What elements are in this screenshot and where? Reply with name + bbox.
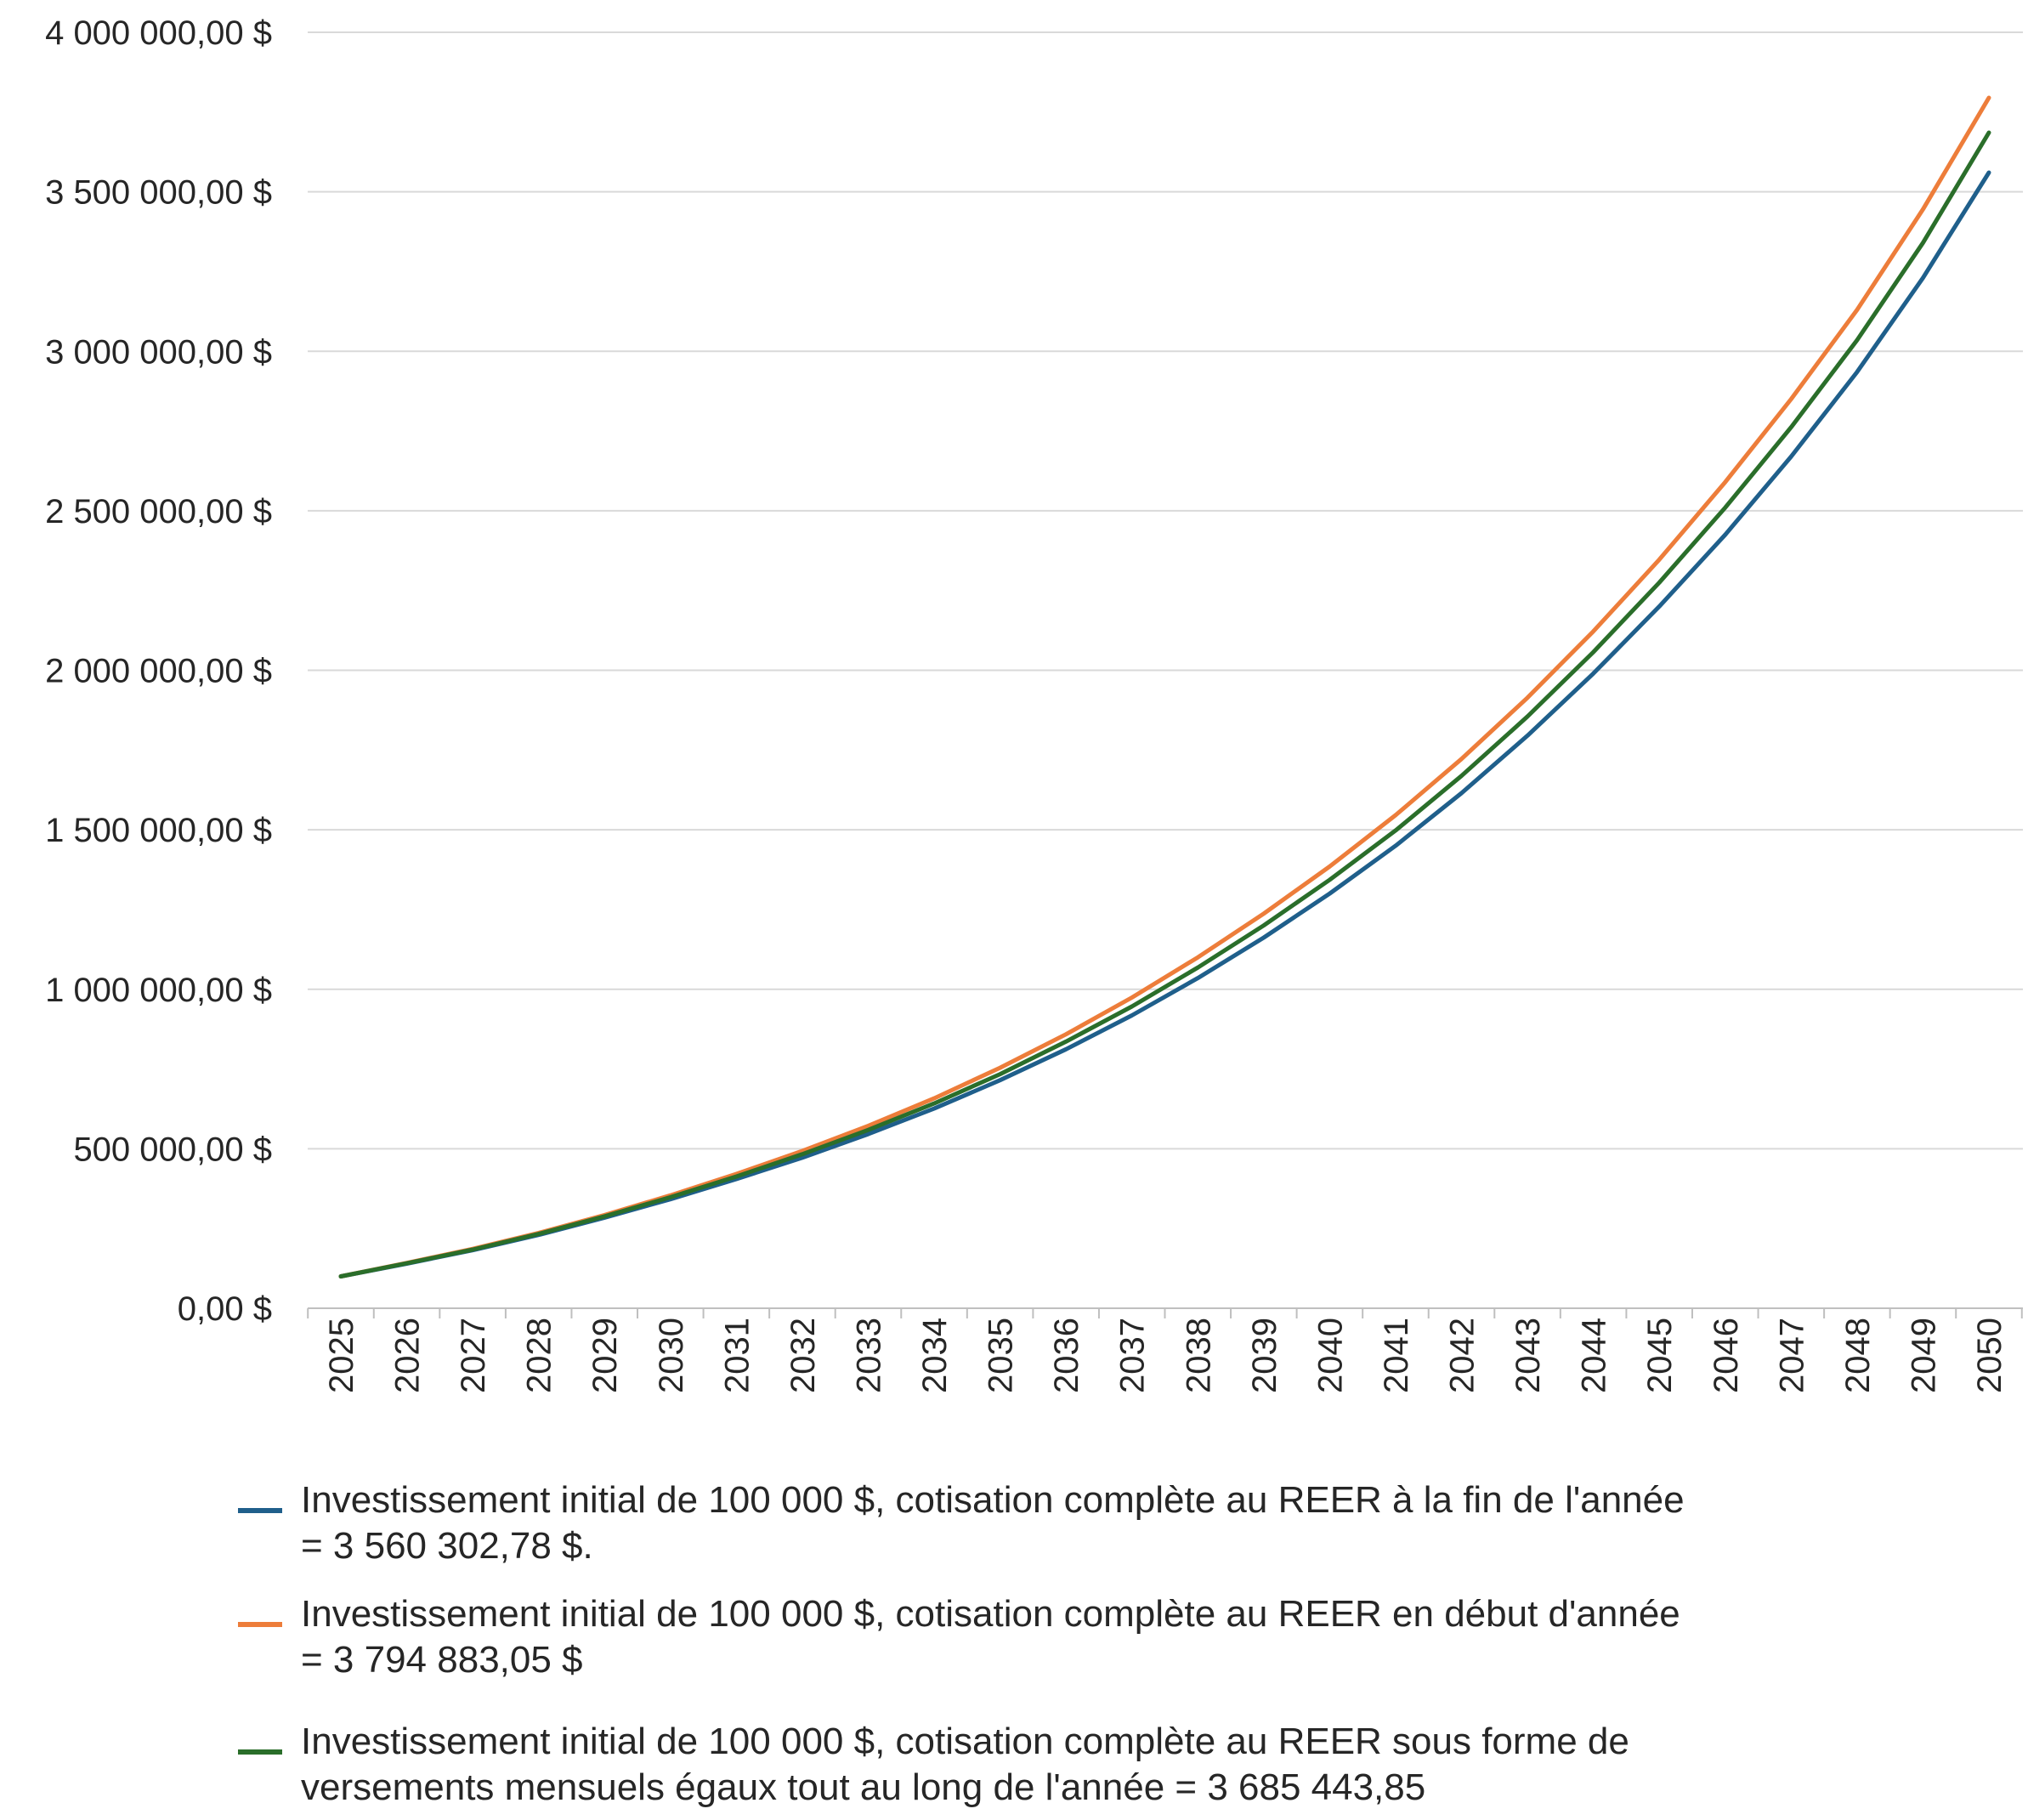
legend-item-series-3: Investissement initial de 100 000 $, cot… — [238, 1719, 1629, 1811]
y-tick-label: 4 000 000,00 $ — [45, 14, 272, 52]
x-tick-label: 2041 — [1378, 1318, 1415, 1393]
x-axis — [307, 1307, 2023, 1318]
legend-label-series-3-line-1: Investissement initial de 100 000 $, cot… — [301, 1721, 1629, 1762]
x-tick-label: 2047 — [1773, 1318, 1810, 1393]
y-tick-label: 3 500 000,00 $ — [45, 174, 272, 212]
x-tick-label: 2029 — [586, 1318, 624, 1393]
legend-swatch-series-3 — [238, 1749, 282, 1755]
legend-label-series-3: Investissement initial de 100 000 $, cot… — [301, 1719, 1629, 1811]
x-tick-label: 2034 — [916, 1318, 954, 1393]
y-tick-label: 2 500 000,00 $ — [45, 493, 272, 530]
legend-label-series-1: Investissement initial de 100 000 $, cot… — [301, 1477, 1685, 1569]
x-tick-label: 2036 — [1048, 1318, 1085, 1393]
x-tick-label: 2033 — [850, 1318, 887, 1393]
legend-label-series-3-line-2: versements mensuels égaux tout au long d… — [301, 1766, 1426, 1808]
legend-item-series-1: Investissement initial de 100 000 $, cot… — [238, 1477, 1685, 1569]
x-tick-label: 2049 — [1905, 1318, 1942, 1393]
x-tick-label: 2043 — [1510, 1318, 1547, 1393]
y-tick-label: 1 000 000,00 $ — [45, 972, 272, 1009]
y-tick-label: 2 000 000,00 $ — [45, 653, 272, 690]
legend-label-series-2: Investissement initial de 100 000 $, cot… — [301, 1591, 1680, 1683]
y-tick-label: 500 000,00 $ — [73, 1131, 272, 1168]
legend-label-series-2-line-1: Investissement initial de 100 000 $, cot… — [301, 1593, 1680, 1635]
x-tick-label: 2026 — [389, 1318, 427, 1393]
y-axis-tick-labels: 0,00 $ 500 000,00 $ 1 000 000,00 $ 1 500 00… — [45, 14, 272, 1328]
series-line-1 — [338, 170, 1991, 1279]
x-tick-label: 2038 — [1180, 1318, 1217, 1393]
x-tick-label: 2030 — [653, 1318, 690, 1393]
legend-item-series-2: Investissement initial de 100 000 $, cot… — [238, 1591, 1680, 1683]
y-tick-label: 0,00 $ — [178, 1290, 272, 1328]
x-tick-label: 2044 — [1576, 1318, 1613, 1393]
x-tick-label: 2046 — [1708, 1318, 1745, 1393]
x-tick-label: 2025 — [323, 1318, 360, 1393]
x-tick-label: 2042 — [1444, 1318, 1481, 1393]
gridlines — [308, 31, 2023, 1150]
x-tick-label: 2050 — [1971, 1318, 2008, 1393]
legend-swatch-series-1 — [238, 1508, 282, 1513]
legend-label-series-1-line-2: = 3 560 302,78 $. — [301, 1525, 593, 1567]
series-lines — [338, 95, 1991, 1279]
x-tick-label: 2032 — [785, 1318, 822, 1393]
x-tick-label: 2031 — [718, 1318, 756, 1393]
series-line-3 — [338, 130, 1991, 1279]
x-tick-label: 2027 — [455, 1318, 492, 1393]
legend-label-series-2-line-2: = 3 794 883,05 $ — [301, 1639, 583, 1681]
legend-label-series-1-line-1: Investissement initial de 100 000 $, cot… — [301, 1479, 1685, 1521]
x-tick-label: 2037 — [1114, 1318, 1152, 1393]
y-tick-label: 1 500 000,00 $ — [45, 812, 272, 849]
x-tick-label: 2040 — [1311, 1318, 1349, 1393]
legend-swatch-series-2 — [238, 1622, 282, 1627]
y-tick-label: 3 000 000,00 $ — [45, 333, 272, 371]
x-tick-label: 2028 — [521, 1318, 558, 1393]
x-tick-label: 2039 — [1246, 1318, 1283, 1393]
series-line-2 — [338, 95, 1991, 1279]
x-tick-label: 2035 — [983, 1318, 1020, 1393]
x-tick-label: 2045 — [1641, 1318, 1679, 1393]
x-axis-tick-labels: 2025 2026 2027 2028 2029 2030 2031 2032 2033 2034… — [323, 1318, 2008, 1393]
x-tick-label: 2048 — [1839, 1318, 1877, 1393]
